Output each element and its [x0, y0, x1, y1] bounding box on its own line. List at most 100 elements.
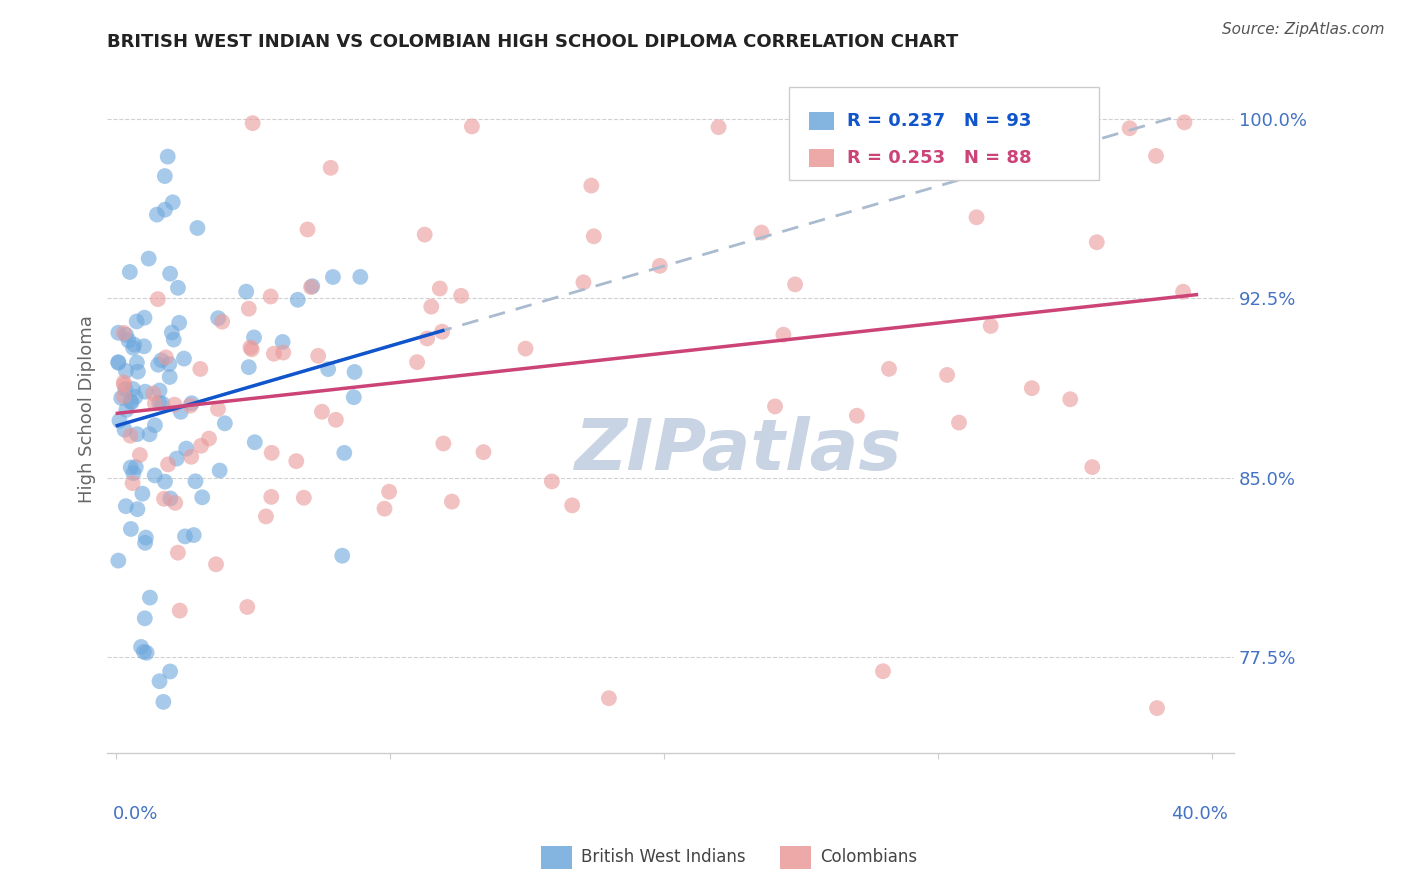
Point [297, 222, 319, 236]
Point [124, 390, 146, 404]
Point [263, 347, 285, 361]
Point [118, 265, 141, 279]
Point [114, 382, 136, 396]
Point [1146, 701, 1168, 715]
Point [450, 289, 472, 303]
Point [236, 599, 259, 614]
Point [132, 339, 155, 353]
Point [322, 270, 344, 285]
FancyBboxPatch shape [808, 112, 834, 130]
Point [163, 398, 186, 412]
FancyBboxPatch shape [789, 87, 1098, 179]
Point [174, 529, 197, 543]
Point [167, 281, 190, 295]
Point [325, 413, 347, 427]
Point [239, 341, 262, 355]
Point [948, 416, 970, 430]
Point [343, 390, 366, 404]
Text: 40.0%: 40.0% [1171, 805, 1229, 823]
Point [127, 365, 149, 379]
Point [877, 362, 900, 376]
Point [143, 396, 166, 410]
Point [515, 342, 537, 356]
Point [134, 384, 156, 399]
Point [153, 475, 176, 489]
Point [707, 120, 730, 135]
Point [207, 311, 229, 326]
Point [581, 178, 603, 193]
Point [207, 401, 229, 416]
Point [598, 691, 620, 706]
Point [115, 327, 138, 342]
Point [420, 300, 443, 314]
Point [146, 292, 169, 306]
Point [166, 451, 188, 466]
Point [285, 454, 308, 468]
Point [121, 395, 143, 409]
Point [208, 464, 231, 478]
Text: R = 0.237   N = 93: R = 0.237 N = 93 [848, 112, 1032, 130]
Point [301, 279, 323, 293]
Point [112, 377, 135, 392]
Point [122, 337, 145, 351]
Y-axis label: High School Diploma: High School Diploma [79, 316, 96, 503]
Point [287, 293, 309, 307]
Point [319, 161, 342, 175]
Point [541, 475, 564, 489]
Text: Colombians: Colombians [820, 848, 917, 866]
Text: BRITISH WEST INDIAN VS COLOMBIAN HIGH SCHOOL DIPLOMA CORRELATION CHART: BRITISH WEST INDIAN VS COLOMBIAN HIGH SC… [107, 33, 959, 51]
Point [316, 362, 339, 376]
Point [170, 405, 193, 419]
Point [159, 267, 181, 281]
Point [242, 116, 264, 130]
Point [783, 277, 806, 292]
Point [125, 427, 148, 442]
Point [122, 341, 145, 355]
Point [416, 331, 439, 345]
Point [186, 221, 208, 235]
Point [120, 394, 142, 409]
Point [127, 502, 149, 516]
Point [188, 362, 211, 376]
Point [128, 448, 150, 462]
Point [184, 475, 207, 489]
Point [121, 382, 143, 396]
Point [112, 326, 135, 340]
Point [180, 396, 202, 410]
Point [191, 490, 214, 504]
Point [153, 202, 176, 217]
Point [174, 442, 197, 456]
Point [240, 343, 263, 357]
Text: Source: ZipAtlas.com: Source: ZipAtlas.com [1222, 22, 1385, 37]
Point [432, 436, 454, 450]
Point [980, 318, 1002, 333]
Point [163, 333, 186, 347]
Point [966, 211, 988, 225]
Point [138, 427, 160, 442]
Point [378, 484, 401, 499]
Point [243, 435, 266, 450]
Point [122, 466, 145, 480]
Point [472, 445, 495, 459]
Point [173, 351, 195, 366]
Text: British West Indians: British West Indians [581, 848, 745, 866]
Point [1059, 392, 1081, 407]
Point [307, 349, 329, 363]
Text: ZIPatlas: ZIPatlas [575, 417, 901, 485]
Text: R = 0.253   N = 88: R = 0.253 N = 88 [848, 149, 1032, 168]
Point [1171, 285, 1194, 299]
Point [430, 325, 453, 339]
Point [198, 432, 221, 446]
Point [148, 674, 170, 689]
Point [169, 604, 191, 618]
Point [142, 386, 165, 401]
Point [159, 491, 181, 506]
Point [349, 269, 371, 284]
Point [115, 403, 138, 417]
Point [561, 499, 583, 513]
Point [299, 280, 322, 294]
Point [1118, 121, 1140, 136]
Point [254, 509, 277, 524]
Point [927, 114, 949, 128]
Point [121, 476, 143, 491]
